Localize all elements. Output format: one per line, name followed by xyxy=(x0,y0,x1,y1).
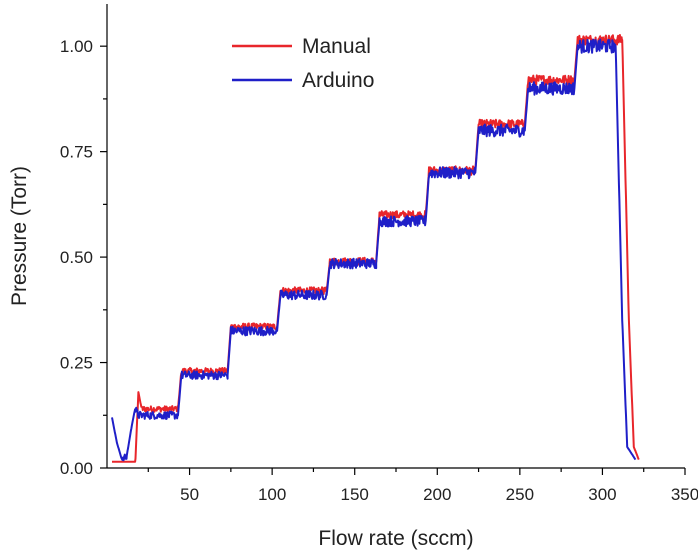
axes-layer: 50 100 150 200 250 300 350 0.00 0.25 0.50 0.75 1.00 xyxy=(60,4,698,504)
y-tick-label: 0.50 xyxy=(60,248,93,267)
x-tick-label: 250 xyxy=(506,485,534,504)
x-tick-label: 100 xyxy=(258,485,286,504)
series-line-manual xyxy=(111,34,640,463)
x-tick-label: 300 xyxy=(588,485,616,504)
x-tick-label: 200 xyxy=(423,485,451,504)
y-axis-title: Pressure (Torr) xyxy=(8,166,31,306)
y-tick-label: 0.00 xyxy=(60,459,93,478)
legend-label-manual: Manual xyxy=(302,35,371,58)
y-tick-label: 1.00 xyxy=(60,37,93,56)
legend: Manual Arduino xyxy=(232,35,374,92)
x-tick-label: 150 xyxy=(341,485,369,504)
x-axis-title: Flow rate (sccm) xyxy=(318,527,473,550)
x-tick-label: 50 xyxy=(180,485,199,504)
y-tick-label: 0.75 xyxy=(60,143,93,162)
series-layer xyxy=(111,34,640,463)
legend-label-arduino: Arduino xyxy=(302,69,374,92)
series-line-arduino xyxy=(111,38,637,462)
x-tick-label: 350 xyxy=(671,485,698,504)
y-tick-label: 0.25 xyxy=(60,354,93,373)
